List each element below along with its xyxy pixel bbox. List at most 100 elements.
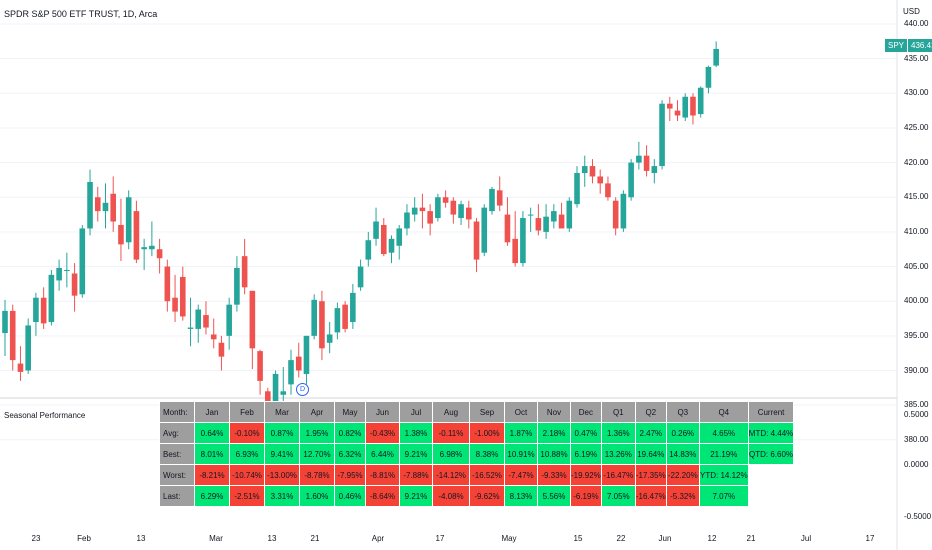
candle-body xyxy=(697,87,704,115)
candle xyxy=(203,301,209,335)
table-cell: 0.87% xyxy=(265,423,299,443)
chart-title[interactable]: SPDR S&P 500 ETF TRUST, 1D, Arca xyxy=(4,9,158,19)
candle xyxy=(404,204,410,236)
candle-body xyxy=(110,193,117,222)
candle xyxy=(427,204,433,236)
candle-body xyxy=(350,292,356,322)
candle-body xyxy=(288,360,294,385)
candle-body xyxy=(527,214,534,216)
candle-body xyxy=(404,212,410,229)
candle-body xyxy=(682,96,689,118)
table-cell: 6.44% xyxy=(366,444,399,464)
candle-body xyxy=(512,238,518,264)
candle-body xyxy=(674,110,681,116)
candle xyxy=(350,283,356,329)
table-cell: -5.32% xyxy=(666,486,699,506)
table-cell: -16.47% xyxy=(601,465,635,485)
price-axis-label: 395.00 xyxy=(904,330,929,340)
candle xyxy=(64,252,70,288)
table-cell: 6.29% xyxy=(195,486,229,506)
candle xyxy=(241,238,248,295)
candle xyxy=(48,270,55,326)
price-axis-label: 410.00 xyxy=(904,226,929,236)
candle-body xyxy=(187,327,194,329)
candle-body xyxy=(466,207,472,220)
candle xyxy=(558,202,565,229)
table-cell: -4.08% xyxy=(433,486,469,506)
table-cell: -7.47% xyxy=(505,465,537,485)
table-cell: MTD: 4.44% xyxy=(748,423,794,443)
candle-body xyxy=(249,290,256,349)
table-cell: -8.81% xyxy=(366,465,399,485)
candle xyxy=(118,198,124,262)
last-price-tag: SPY 436.41 xyxy=(885,39,932,52)
candle-body xyxy=(125,197,132,243)
table-header-cell: Q1 xyxy=(601,402,635,422)
candle xyxy=(218,335,225,371)
table-cell: 2.47% xyxy=(635,423,666,443)
table-cell: 0.64% xyxy=(195,423,229,443)
candle xyxy=(597,169,604,194)
table-cell: 9.21% xyxy=(400,486,432,506)
table-cell: 6.98% xyxy=(433,444,469,464)
time-axis-label: 23 xyxy=(31,534,41,543)
candle xyxy=(17,346,24,381)
table-cell: 5.56% xyxy=(538,486,570,506)
candle xyxy=(466,200,472,229)
candle-body xyxy=(365,240,372,260)
candle-body xyxy=(551,211,557,222)
table-cell: -22.20% xyxy=(666,465,699,485)
table-cell: -8.64% xyxy=(366,486,399,506)
candle xyxy=(411,197,418,222)
table-row: Worst: -8.21% -10.74% -13.00% -8.78% -7.95% -8… xyxy=(160,465,793,485)
table-row-label: Best: xyxy=(160,444,194,464)
table-row-label: Last: xyxy=(160,486,194,506)
candle-body xyxy=(203,315,209,328)
candle-body xyxy=(581,166,588,173)
candle-body xyxy=(295,356,302,371)
candle xyxy=(458,200,464,225)
candle-body xyxy=(64,270,70,272)
candle xyxy=(612,197,619,236)
table-cell: -0.43% xyxy=(366,423,399,443)
indicator-title[interactable]: Seasonal Performance xyxy=(4,411,86,420)
candle-body xyxy=(643,155,650,171)
candle-body xyxy=(373,221,379,239)
candle xyxy=(489,186,495,215)
table-cell: -17.35% xyxy=(635,465,666,485)
price-axis-label: 440.00 xyxy=(904,19,929,28)
candle-body xyxy=(705,66,712,88)
candle-body xyxy=(450,200,457,215)
table-cell: -13.00% xyxy=(265,465,299,485)
candle xyxy=(674,100,681,122)
candle xyxy=(40,287,47,329)
table-header-cell: Oct xyxy=(505,402,537,422)
candle-body xyxy=(94,197,101,212)
table-cell: 8.13% xyxy=(505,486,537,506)
candle xyxy=(380,218,387,257)
table-cell: 1.36% xyxy=(601,423,635,443)
candlestick-series xyxy=(2,41,719,435)
candle-body xyxy=(357,266,364,288)
table-cell: -7.95% xyxy=(335,465,365,485)
candle xyxy=(481,204,488,257)
candle-body xyxy=(156,249,163,259)
candle-body xyxy=(713,48,719,66)
table-cell: -6.19% xyxy=(571,486,601,506)
candle-body xyxy=(411,207,418,215)
candle-body xyxy=(2,310,8,334)
candle-body xyxy=(396,228,403,246)
dividend-event-marker[interactable]: D xyxy=(296,383,309,396)
candle xyxy=(234,256,240,312)
table-cell: 10.91% xyxy=(505,444,537,464)
table-cell: -8.78% xyxy=(300,465,334,485)
candle xyxy=(705,65,712,94)
candle-body xyxy=(628,162,634,198)
table-row-label: Avg: xyxy=(160,423,194,443)
candle-body xyxy=(388,238,395,253)
candle-body xyxy=(473,221,480,260)
table-header-cell: May xyxy=(335,402,365,422)
candle-body xyxy=(481,207,488,253)
candle xyxy=(110,176,117,232)
candle xyxy=(535,204,542,236)
